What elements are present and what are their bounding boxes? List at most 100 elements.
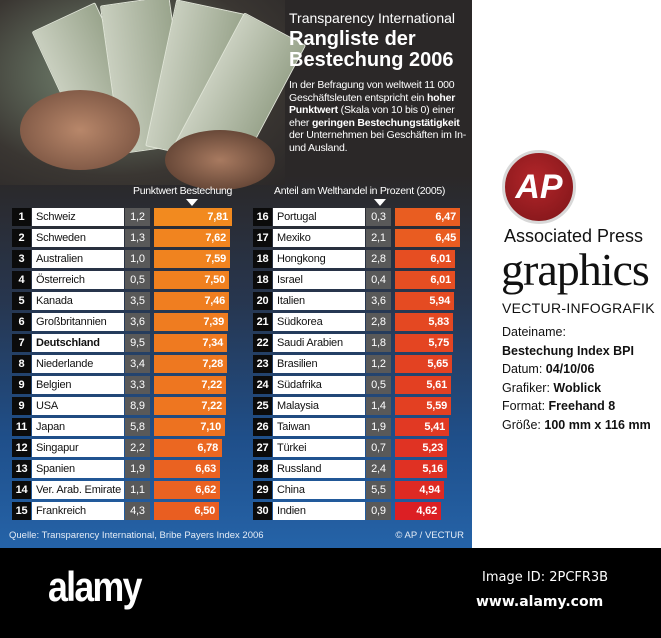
score-bar: 5,23 — [395, 439, 447, 457]
trade-share: 1,2 — [366, 355, 391, 373]
score-bar: 7,28 — [154, 355, 227, 373]
description-part: der Unternehmen bei Geschäften im In- un… — [289, 129, 467, 154]
rank: 1 — [12, 208, 31, 226]
country-name: Japan — [32, 418, 124, 436]
country-name: Russland — [273, 460, 365, 478]
country-name: Italien — [273, 292, 365, 310]
meta-value: Woblick — [553, 380, 602, 395]
country-name: Schweden — [32, 229, 124, 247]
hand-image — [165, 130, 275, 190]
trade-share: 2,8 — [366, 313, 391, 331]
score-bar: 7,50 — [154, 271, 229, 289]
file-meta-line: Dateiname: — [502, 325, 566, 340]
meta-value: 04/10/06 — [545, 362, 595, 376]
score-bar: 5,65 — [395, 355, 452, 373]
trade-share: 0,4 — [366, 271, 391, 289]
rank: 9 — [12, 397, 31, 415]
description-part: (Skala von 10 bis 0) einer eher — [289, 104, 455, 129]
trade-share: 2,8 — [366, 250, 391, 268]
meta-value: 100 mm x 116 mm — [544, 417, 651, 432]
file-meta-line: Größe: 100 mm x 116 mm — [502, 418, 651, 433]
country-name: Niederlande — [32, 355, 124, 373]
trade-share: 9,5 — [125, 334, 150, 352]
country-name: Australien — [32, 250, 124, 268]
country-name: Singapur — [32, 439, 124, 457]
trade-share: 1,0 — [125, 250, 150, 268]
chart-subtitle: Transparency International — [289, 10, 456, 26]
country-name: USA — [32, 397, 124, 415]
score-bar: 6,50 — [154, 502, 219, 520]
rank: 5 — [12, 292, 31, 310]
source-note: Quelle: Transparency International, Brib… — [9, 530, 264, 541]
rank: 15 — [12, 502, 31, 520]
rank: 8 — [12, 355, 31, 373]
score-bar: 6,63 — [154, 460, 220, 478]
score-bar: 7,46 — [154, 292, 229, 310]
trade-share: 0,7 — [366, 439, 391, 457]
trade-share: 3,4 — [125, 355, 150, 373]
score-bar: 6,01 — [395, 250, 455, 268]
arrow-down-icon — [186, 199, 198, 206]
meta-value: Freehand 8 — [548, 399, 616, 413]
country-name: Brasilien — [273, 355, 365, 373]
rank: 26 — [253, 418, 272, 436]
country-name: Mexiko — [273, 229, 365, 247]
rank: 17 — [253, 229, 272, 247]
country-name: Malaysia — [273, 397, 365, 415]
score-bar: 6,78 — [154, 439, 222, 457]
country-name: Südkorea — [273, 313, 365, 331]
score-bar: 7,10 — [154, 418, 225, 436]
rank: 28 — [253, 460, 272, 478]
country-name: Saudi Arabien — [273, 334, 365, 352]
country-name: Israel — [273, 271, 365, 289]
hand-image — [20, 90, 140, 170]
description-part: geringen Bestechungstätigkeit — [311, 116, 460, 129]
score-bar: 7,34 — [154, 334, 227, 352]
trade-share: 3,6 — [366, 292, 391, 310]
rank: 18 — [253, 271, 272, 289]
rank: 6 — [12, 313, 31, 331]
trade-share: 4,3 — [125, 502, 150, 520]
rank: 18 — [253, 250, 272, 268]
country-name: Österreich — [32, 271, 124, 289]
country-name: Türkei — [273, 439, 365, 457]
trade-share: 5,8 — [125, 418, 150, 436]
rank: 30 — [253, 502, 272, 520]
score-bar: 7,39 — [154, 313, 228, 331]
country-name: Ver. Arab. Emirate — [32, 481, 124, 499]
rank: 2 — [12, 229, 31, 247]
meta-label: Größe: — [502, 417, 545, 432]
image-id: Image ID: 2PCFR3B — [482, 570, 609, 585]
trade-share: 5,5 — [366, 481, 391, 499]
country-name: Frankreich — [32, 502, 124, 520]
trade-share: 1,8 — [366, 334, 391, 352]
trade-share: 1,4 — [366, 397, 391, 415]
country-name: Südafrika — [273, 376, 365, 394]
score-bar: 6,62 — [154, 481, 220, 499]
rank: 29 — [253, 481, 272, 499]
score-bar: 7,22 — [154, 376, 226, 394]
score-bar: 6,47 — [395, 208, 460, 226]
trade-share: 2,2 — [125, 439, 150, 457]
file-meta-line: Bestechung Index BPI — [502, 344, 634, 359]
country-name: Schweiz — [32, 208, 124, 226]
score-bar: 7,22 — [154, 397, 226, 415]
alamy-logo: alamy — [48, 563, 142, 610]
score-bar: 5,61 — [395, 376, 451, 394]
score-bar: 5,83 — [395, 313, 453, 331]
rank: 11 — [12, 418, 31, 436]
share-column-header: Anteil am Welthandel in Prozent (2005) — [274, 185, 446, 197]
country-name: Deutschland — [32, 334, 124, 352]
trade-share: 1,2 — [125, 208, 150, 226]
chart-description: In der Befragung von weltweit 11 000 Ges… — [289, 79, 469, 154]
meta-label: Format: — [502, 399, 549, 413]
trade-share: 1,1 — [125, 481, 150, 499]
score-bar: 5,75 — [395, 334, 453, 352]
watermark-bar: alamy Image ID: 2PCFR3B www.alamy.com — [0, 548, 661, 638]
trade-share: 0,5 — [125, 271, 150, 289]
meta-value: Bestechung Index BPI — [502, 343, 634, 358]
score-bar: 4,94 — [395, 481, 444, 499]
rank: 14 — [12, 481, 31, 499]
score-bar: 5,59 — [395, 397, 451, 415]
trade-share: 8,9 — [125, 397, 150, 415]
